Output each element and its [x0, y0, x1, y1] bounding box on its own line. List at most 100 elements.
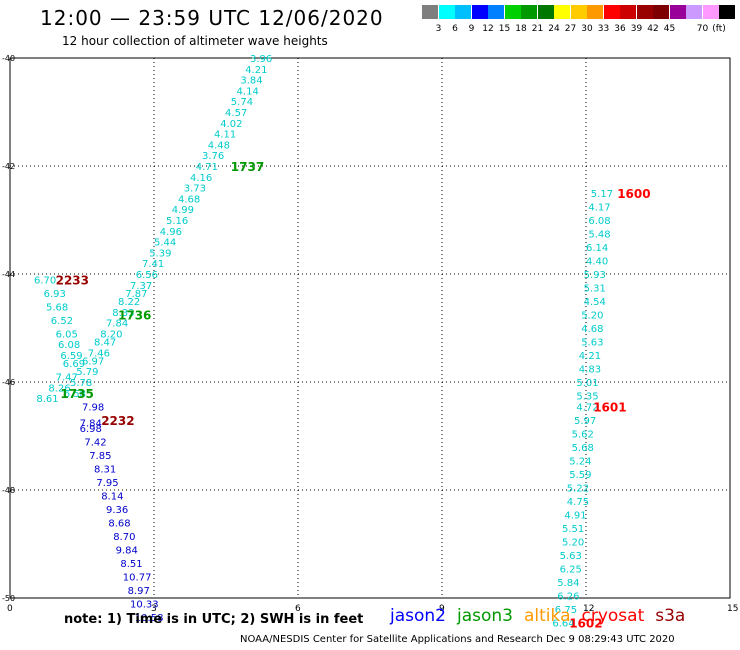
color-swatch — [702, 5, 719, 19]
wave-height-value: 5.84 — [557, 578, 579, 589]
color-swatch — [653, 5, 669, 19]
wave-height-value: 7.98 — [82, 402, 104, 413]
color-swatch — [455, 5, 471, 19]
wave-height-value: 5.17 — [591, 189, 613, 200]
x-tick-label: 3 — [151, 604, 157, 614]
wave-height-value: 4.48 — [208, 140, 230, 151]
wave-height-value: 5.97 — [574, 416, 596, 427]
color-swatch — [603, 5, 620, 19]
wave-height-value: 8.31 — [94, 464, 116, 475]
pass-time-label: 1601 — [593, 400, 626, 414]
legend-entry: jason2 — [390, 606, 446, 626]
wave-height-value: 6.56 — [136, 270, 158, 281]
color-swatch — [669, 5, 686, 19]
color-swatch — [554, 5, 570, 19]
wave-height-value: 7.37 — [130, 281, 152, 292]
wave-height-value: 6.75 — [555, 605, 577, 616]
wave-height-value: 5.48 — [588, 230, 610, 241]
color-scale-label: 39 — [630, 24, 643, 34]
wave-height-value: 6.58 — [64, 389, 86, 400]
color-swatch — [537, 5, 554, 19]
wave-height-value: 5.20 — [562, 537, 584, 548]
color-swatch — [686, 5, 702, 19]
wave-height-value: 4.91 — [564, 510, 586, 521]
wave-height-value: 4.21 — [245, 65, 267, 76]
wave-height-value: 5.63 — [560, 551, 582, 562]
color-scale-label: (ft) — [712, 24, 726, 34]
wave-height-value: 5.31 — [584, 284, 606, 295]
color-scale-label: 45 — [663, 24, 676, 34]
wave-height-value: 6.25 — [560, 564, 582, 575]
wave-height-value: 7.87 — [125, 289, 147, 300]
plot-frame — [9, 57, 731, 599]
wave-height-value: 5.44 — [154, 238, 176, 249]
pass-time-label: 2232 — [101, 414, 134, 428]
wave-height-value: 4.57 — [225, 108, 247, 119]
pass-time-label: 1737 — [231, 160, 264, 174]
wave-height-value: 8.47 — [94, 338, 116, 349]
pass-time-label: 1735 — [60, 387, 93, 401]
wave-height-value: 8.51 — [120, 559, 142, 570]
wave-height-value: 6.08 — [588, 216, 610, 227]
wave-height-value: 10.33 — [130, 599, 159, 610]
x-tick-label: 12 — [583, 604, 594, 614]
x-tick-label: 9 — [439, 604, 445, 614]
color-swatch — [620, 5, 636, 19]
wave-height-value: 8.33 — [112, 308, 134, 319]
wave-height-value: 3.96 — [250, 54, 272, 65]
wave-height-value: 5.01 — [576, 378, 598, 389]
color-scale-label: 27 — [564, 24, 577, 34]
wave-height-value: 8.61 — [36, 394, 58, 405]
wave-height-value: 6.64 — [552, 618, 574, 629]
wave-height-value: 4.16 — [190, 173, 212, 184]
wave-height-value: 5.51 — [562, 524, 584, 535]
pass-time-label: 1600 — [617, 187, 650, 201]
color-scale-label: 9 — [468, 24, 475, 34]
wave-height-value: 5.63 — [581, 338, 603, 349]
wave-height-value: 5.68 — [572, 443, 594, 454]
legend-entry: jason3 — [457, 606, 513, 626]
wave-height-value: 4.71 — [196, 162, 218, 173]
wave-height-value: 7.41 — [142, 259, 164, 270]
wave-height-value: 4.83 — [579, 365, 601, 376]
wave-height-value: 7.85 — [89, 451, 111, 462]
wave-height-value: 9.36 — [106, 505, 128, 516]
y-tick-label: -44 — [2, 270, 15, 279]
wave-height-value: 4.40 — [586, 257, 608, 268]
color-swatch — [504, 5, 521, 19]
wave-height-value: 7.42 — [84, 437, 106, 448]
wave-height-value: 4.11 — [214, 130, 236, 141]
page-title: 12:00 — 23:59 UTC 12/06/2020 — [40, 6, 384, 30]
wave-height-value: 5.62 — [572, 429, 594, 440]
wave-height-value: 10.58 — [135, 613, 164, 624]
wave-height-value: 6.93 — [44, 289, 66, 300]
wave-height-value: 5.93 — [584, 270, 606, 281]
x-tick-label: 15 — [727, 604, 738, 614]
color-swatch — [422, 5, 438, 19]
wave-height-value: 6.97 — [82, 356, 104, 367]
color-scale-label: 70 — [696, 24, 709, 34]
wave-height-value: 8.97 — [128, 586, 150, 597]
wave-height-value: 5.78 — [70, 378, 92, 389]
color-scale-label: 12 — [482, 24, 494, 34]
wave-height-value: 10.77 — [123, 572, 152, 583]
wave-height-value: 5.79 — [76, 367, 98, 378]
wave-height-value: 4.68 — [581, 324, 603, 335]
wave-height-value: 7.95 — [96, 478, 118, 489]
wave-height-value: 6.26 — [557, 591, 579, 602]
color-swatch — [488, 5, 504, 19]
wave-height-value: 4.17 — [588, 203, 610, 214]
wave-height-value: 5.59 — [569, 470, 591, 481]
wave-height-value: 6.70 — [34, 275, 56, 286]
wave-height-value: 4.21 — [579, 351, 601, 362]
color-scale-label: 36 — [614, 24, 626, 34]
wave-height-value: 5.24 — [569, 456, 591, 467]
color-swatch — [570, 5, 587, 19]
y-tick-label: -46 — [2, 378, 15, 387]
wave-height-value: 3.76 — [202, 151, 224, 162]
wave-height-value: 4.54 — [584, 297, 606, 308]
color-swatch — [636, 5, 653, 19]
wave-height-value: 4.72 — [576, 402, 598, 413]
y-tick-label: -50 — [2, 594, 15, 603]
y-tick-label: -48 — [2, 486, 15, 495]
